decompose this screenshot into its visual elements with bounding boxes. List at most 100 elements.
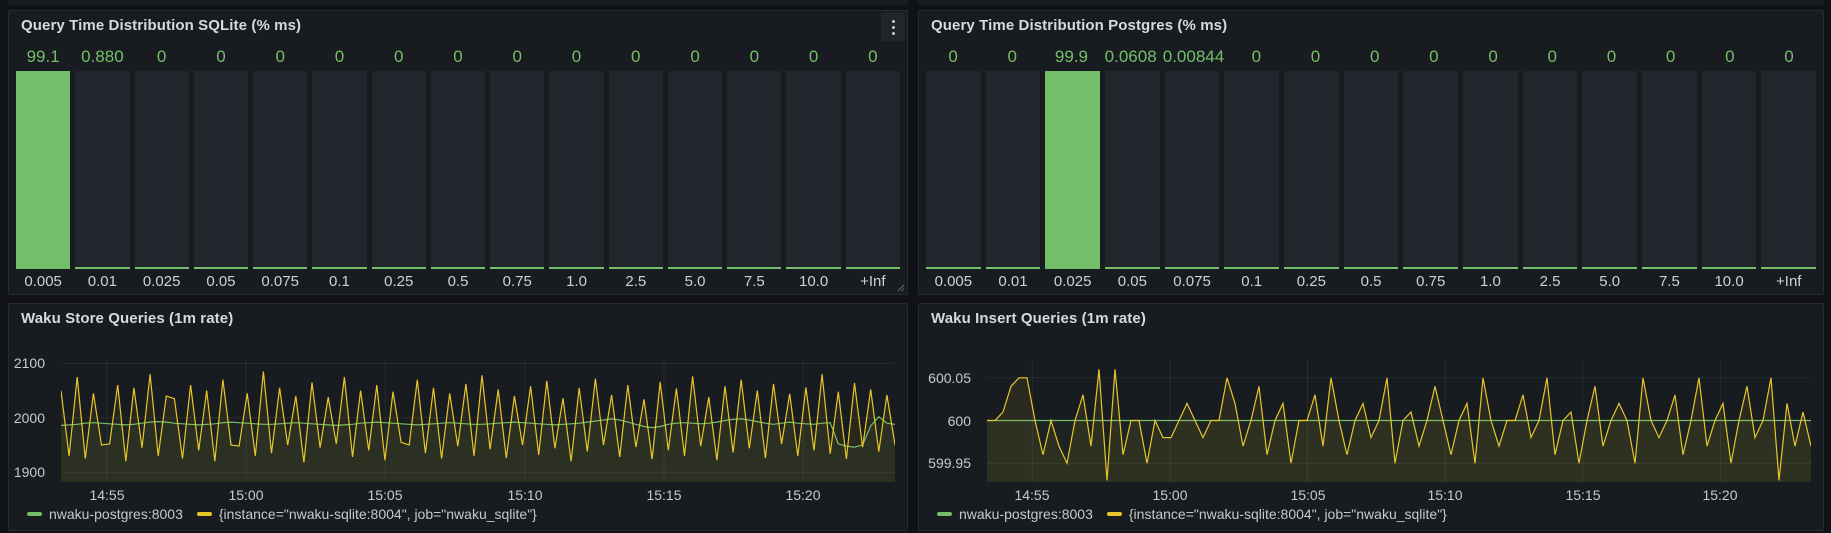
y-axis-tick: 600.05 (928, 370, 971, 386)
bar-value: 0 (275, 47, 285, 66)
histogram-bar (845, 71, 900, 269)
bar-labels-row: 0.005 0.01 0.025 0.05 0.075 0.1 0.25 0.5 0.75 1.0… (919, 273, 1823, 291)
bar-fill (1642, 267, 1697, 269)
bar-fill (1343, 267, 1399, 269)
panel-query-time-sqlite: Query Time Distribution SQLite (% ms) 99… (8, 10, 908, 295)
legend: nwaku-postgres:8003 {instance="nwaku-sqli… (27, 506, 537, 522)
bar-value: 0 (571, 47, 582, 66)
bar-label: 2.5 (1539, 273, 1561, 290)
panel-resize-handle[interactable] (896, 283, 905, 292)
bar-label: 0.01 (998, 273, 1028, 290)
bar-value: 0 (393, 47, 404, 66)
bar-value: 0 (512, 47, 522, 66)
bar-label: 5.0 (684, 273, 706, 290)
legend-label: {instance="nwaku-sqlite:8004", job="nwak… (1128, 506, 1447, 522)
legend-color-icon (196, 512, 212, 516)
x-axis-tick: 15:05 (1290, 487, 1326, 503)
legend-item[interactable]: nwaku-postgres:8003 (27, 506, 183, 522)
bar-fill (1224, 267, 1280, 269)
legend-label: {instance="nwaku-sqlite:8004", job="nwak… (218, 506, 537, 522)
histogram-bar (1761, 71, 1817, 269)
bar-values-row: 0 0 99.9 0.0608 0.00844 0 0 0 0 0 0 0 0 0 0 (919, 47, 1823, 69)
bar-label: 2.5 (625, 273, 647, 290)
bar-fill (75, 267, 130, 269)
histogram-bar (549, 71, 604, 269)
panel-title[interactable]: Query Time Distribution SQLite (% ms) (21, 17, 302, 34)
x-axis-tick: 15:00 (1152, 487, 1188, 503)
plot-area[interactable] (61, 359, 895, 482)
bar-label: +Inf (860, 273, 886, 290)
bar-label: 10.0 (1714, 273, 1744, 290)
bar-value: 0 (690, 47, 700, 66)
bar-gauge[interactable] (9, 71, 907, 269)
x-axis: 14:55 15:00 15:05 15:10 15:15 15:20 (61, 487, 895, 503)
y-axis-tick: 2000 (13, 410, 45, 426)
legend-item[interactable]: nwaku-postgres:8003 (937, 506, 1093, 522)
histogram-bar (667, 71, 723, 269)
bar-gauge[interactable] (919, 71, 1823, 269)
bar-values-row: 99.1 0.880 0 0 0 0 0 0 0 0 0 0 0 0 0 (9, 47, 907, 69)
y-axis-tick: 599.95 (928, 455, 971, 471)
panel-edge-above-left (8, 0, 908, 5)
x-axis-tick: 15:20 (785, 487, 821, 503)
histogram-bar (134, 71, 189, 269)
legend-item[interactable]: {instance="nwaku-sqlite:8004", job="nwak… (1106, 506, 1447, 522)
panel-menu-button[interactable] (881, 13, 905, 41)
legend-label: nwaku-postgres:8003 (959, 506, 1093, 522)
bar-value: 0 (216, 47, 226, 66)
legend-color-icon (1106, 512, 1122, 516)
bar-label: +Inf (1776, 273, 1802, 290)
bar-label: 0.25 (1296, 273, 1326, 290)
histogram-bar (727, 71, 782, 269)
x-axis-tick: 15:15 (1565, 487, 1601, 503)
legend-label: nwaku-postgres:8003 (49, 506, 183, 522)
histogram-bar (430, 71, 486, 269)
bar-fill (1045, 71, 1101, 269)
bar-value: 0 (1310, 47, 1321, 66)
x-axis-tick: 14:55 (89, 487, 125, 503)
histogram-bar (608, 71, 663, 269)
plot-area[interactable] (987, 359, 1811, 482)
x-axis-tick: 15:10 (507, 487, 543, 503)
histogram-bar (312, 71, 367, 269)
y-axis-tick: 2100 (13, 355, 45, 371)
panel-title[interactable]: Query Time Distribution Postgres (% ms) (931, 17, 1228, 34)
bar-label: 0.5 (1360, 273, 1382, 290)
bar-value: 0 (1369, 47, 1380, 66)
histogram-bar (985, 71, 1041, 269)
panel-query-time-postgres: Query Time Distribution Postgres (% ms) … (918, 10, 1824, 295)
bar-fill (16, 71, 71, 269)
bar-value: 0.0608 (1104, 47, 1157, 66)
histogram-bar (926, 71, 981, 269)
histogram-bar (786, 71, 841, 269)
bar-label: 0.5 (447, 273, 469, 290)
x-axis-tick: 14:55 (1014, 487, 1050, 503)
bar-fill (1582, 267, 1638, 269)
histogram-bar (1463, 71, 1518, 269)
bar-fill (1701, 267, 1757, 269)
legend-item[interactable]: {instance="nwaku-sqlite:8004", job="nwak… (196, 506, 537, 522)
x-axis-tick: 15:15 (646, 487, 682, 503)
panel-title[interactable]: Waku Insert Queries (1m rate) (931, 310, 1146, 327)
bar-fill (608, 267, 663, 269)
histogram-bar (1582, 71, 1638, 269)
panel-title[interactable]: Waku Store Queries (1m rate) (21, 310, 234, 327)
y-axis: 2100 2000 1900 (9, 355, 53, 482)
x-axis-tick: 15:05 (367, 487, 403, 503)
bar-value: 0 (1725, 47, 1735, 66)
x-axis-tick: 15:10 (1427, 487, 1463, 503)
bar-label: 7.5 (743, 273, 765, 290)
bar-label: 0.1 (329, 273, 350, 290)
bar-label: 1.0 (566, 273, 587, 290)
bar-fill (1403, 267, 1459, 269)
bar-fill (1463, 267, 1518, 269)
bar-fill (845, 267, 900, 269)
bar-label: 0.75 (502, 273, 532, 290)
bar-value: 0 (334, 47, 345, 66)
histogram-bar (490, 71, 545, 269)
histogram-bar (1045, 71, 1101, 269)
histogram-bar (253, 71, 308, 269)
y-axis-tick: 1900 (13, 464, 45, 480)
x-axis-tick: 15:00 (228, 487, 264, 503)
bar-fill (727, 267, 782, 269)
